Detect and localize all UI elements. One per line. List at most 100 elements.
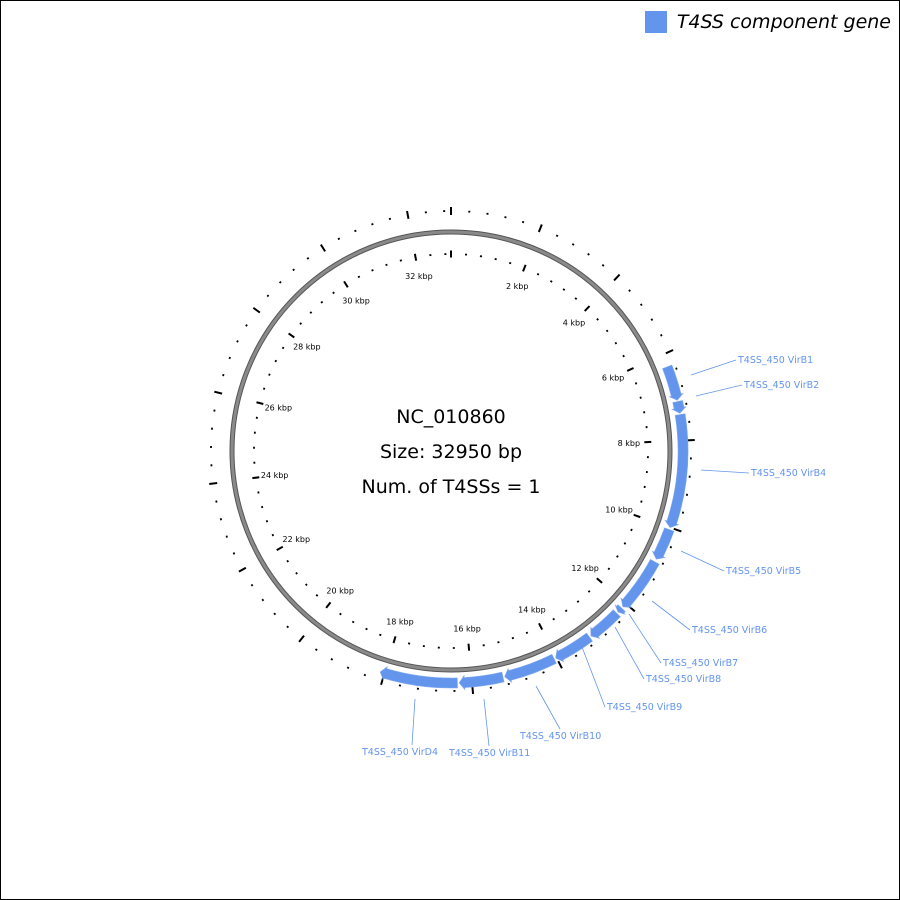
inner-minor-tick	[587, 590, 591, 593]
gene-label[interactable]: T4SS_450 VirB7	[662, 658, 738, 669]
tick-label: 16 kbp	[453, 624, 481, 633]
tick-label: 10 kbp	[605, 506, 633, 515]
inner-minor-tick	[351, 620, 355, 624]
gene-label[interactable]: T4SS_450 VirB5	[725, 566, 801, 577]
outer-minor-tick	[266, 294, 270, 298]
inner-minor-tick	[260, 505, 264, 509]
outer-minor-tick	[617, 620, 621, 624]
gene-arrow[interactable]	[614, 604, 626, 615]
inner-minor-tick	[630, 528, 633, 532]
outer-minor-tick	[286, 625, 290, 629]
gene-arrow[interactable]	[662, 364, 684, 401]
gene-label[interactable]: T4SS_450 VirB8	[645, 674, 721, 685]
outer-major-tick	[613, 273, 621, 282]
inner-minor-tick	[304, 583, 308, 587]
outer-major-tick	[209, 481, 218, 486]
inner-minor-tick	[262, 387, 266, 390]
gene-label[interactable]: T4SS_450 VirB6	[691, 625, 767, 636]
inner-minor-tick	[525, 631, 529, 634]
outer-major-tick	[238, 566, 247, 573]
outer-minor-tick	[669, 545, 673, 549]
gene-arrow[interactable]	[671, 400, 687, 414]
label-leader-line	[680, 550, 725, 572]
inner-major-tick	[596, 577, 603, 584]
outer-minor-tick	[639, 303, 643, 307]
outer-minor-tick	[661, 562, 665, 565]
inner-minor-tick	[614, 341, 618, 345]
gene-arrow[interactable]	[504, 653, 557, 683]
gene-label[interactable]: T4SS_450 VirB11	[448, 748, 530, 759]
outer-minor-tick	[525, 677, 528, 681]
gene-arrow[interactable]	[590, 609, 621, 639]
gene-labels: T4SS_450 VirB1 T4SS_450 VirB2 T4SS_450 Vir…	[361, 355, 826, 759]
outer-minor-tick	[642, 593, 645, 596]
gene-label[interactable]: T4SS_450 VirD4	[361, 747, 438, 758]
inner-minor-tick	[574, 297, 578, 300]
inner-major-tick	[522, 264, 527, 272]
inner-minor-tick	[295, 571, 298, 575]
outer-major-tick	[557, 660, 563, 669]
gene-arrow[interactable]	[651, 527, 675, 560]
outer-minor-tick	[225, 535, 228, 538]
outer-minor-tick	[250, 583, 254, 587]
tick-label: 12 kbp	[571, 564, 599, 573]
gene-arrow[interactable]	[458, 671, 505, 691]
inner-major-tick	[583, 305, 591, 312]
inner-minor-tick	[339, 612, 342, 616]
outer-minor-tick	[228, 356, 231, 360]
plasmid-name: NC_010860	[396, 406, 506, 428]
tick-label: 24 kbp	[261, 471, 289, 480]
tick-label: 30 kbp	[342, 296, 370, 305]
gene-arrow[interactable]	[620, 559, 660, 608]
gene-label[interactable]: T4SS_450 VirB10	[519, 731, 601, 742]
inner-minor-tick	[365, 627, 368, 631]
gene-label[interactable]: T4SS_450 VirB9	[606, 702, 682, 713]
outer-minor-tick	[604, 633, 608, 636]
tick-label: 22 kbp	[283, 535, 311, 544]
label-leader-line	[411, 698, 416, 746]
gene-label[interactable]: T4SS_450 VirB2	[743, 380, 819, 391]
outer-minor-tick	[261, 598, 265, 602]
label-leader-line	[535, 685, 561, 730]
outer-minor-tick	[278, 280, 282, 284]
plasmid-size: Size: 32950 bp	[380, 441, 522, 463]
inner-minor-tick	[605, 329, 609, 333]
gene-label[interactable]: T4SS_450 VirB1	[737, 355, 813, 366]
t4ss-count: Num. of T4SSs = 1	[362, 476, 541, 498]
outer-minor-tick	[542, 671, 545, 674]
gene-arrow[interactable]	[555, 632, 593, 663]
label-leader-line	[483, 698, 490, 747]
label-leader-line	[628, 613, 662, 664]
inner-major-tick	[626, 367, 634, 372]
outer-major-tick	[320, 244, 326, 252]
inner-minor-tick	[315, 594, 319, 597]
outer-minor-tick	[660, 334, 663, 337]
outer-minor-tick	[314, 648, 318, 651]
outer-minor-tick	[650, 318, 654, 321]
label-leader-line	[695, 384, 743, 397]
inner-minor-tick	[576, 600, 580, 603]
gene-arrow[interactable]	[664, 413, 689, 528]
gene-label[interactable]: T4SS_450 VirB4	[750, 468, 826, 479]
outer-minor-tick	[346, 666, 350, 670]
outer-major-tick	[537, 224, 543, 233]
outer-minor-tick	[292, 268, 295, 272]
outer-minor-tick	[363, 673, 367, 677]
outer-minor-tick	[273, 612, 277, 616]
inner-minor-tick	[271, 533, 275, 537]
outer-minor-tick	[589, 644, 593, 648]
outer-minor-tick	[245, 324, 248, 327]
inner-minor-tick	[622, 354, 625, 358]
tick-label: 28 kbp	[293, 343, 321, 352]
inner-minor-tick	[616, 555, 619, 558]
inner-minor-tick	[508, 261, 512, 265]
outer-minor-tick	[574, 654, 578, 658]
label-leader-line	[614, 626, 645, 680]
outer-major-tick	[252, 307, 261, 314]
gene-arrow[interactable]	[379, 666, 458, 689]
outer-major-tick	[665, 349, 674, 355]
inner-major-tick	[538, 622, 544, 631]
inner-major-tick	[276, 545, 284, 552]
inner-major-tick	[343, 280, 349, 288]
